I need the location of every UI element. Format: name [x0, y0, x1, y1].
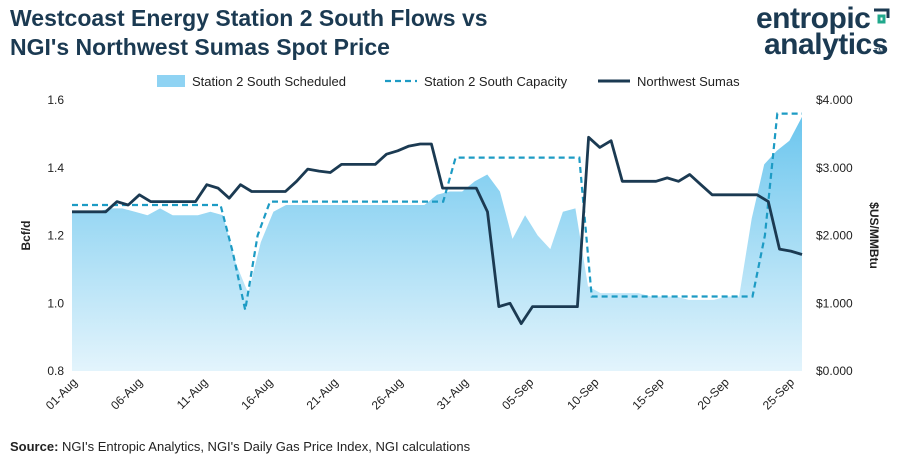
y-left-tick-label: 1.6	[47, 93, 64, 107]
legend: Station 2 South Scheduled Station 2 Sout…	[157, 74, 740, 89]
x-tick-label: 05-Sep	[499, 375, 536, 412]
source-note: Source: NGI's Entropic Analytics, NGI's …	[10, 439, 470, 454]
logo-trademark: TM	[874, 48, 885, 55]
logo-bracket-icon	[874, 8, 890, 24]
title-line-1: Westcoast Energy Station 2 South Flows v…	[10, 5, 488, 31]
series-area-station2-scheduled	[72, 116, 802, 372]
y-right-tick-label: $3.000	[816, 161, 853, 175]
x-tick-label: 10-Sep	[564, 375, 601, 412]
y-left-tick-label: 1.0	[47, 296, 64, 310]
legend-swatch-scheduled	[157, 75, 185, 87]
legend-label-sumas: Northwest Sumas	[637, 74, 740, 89]
series-line-station2-capacity	[72, 112, 802, 311]
x-tick-label: 26-Aug	[369, 375, 406, 412]
y-left-tick-label: 1.4	[47, 161, 64, 175]
x-tick-label: 01-Aug	[43, 375, 80, 412]
title-line-2: NGI's Northwest Sumas Spot Price	[10, 34, 390, 60]
series-line-northwest-sumas	[72, 135, 803, 325]
x-tick-label: 16-Aug	[238, 375, 275, 412]
x-tick-label: 20-Sep	[695, 375, 732, 412]
legend-label-capacity: Station 2 South Capacity	[424, 74, 568, 89]
source-text: NGI's Entropic Analytics, NGI's Daily Ga…	[58, 439, 471, 454]
y-right-tick-label: $2.000	[816, 229, 853, 243]
x-tick-label: 31-Aug	[434, 375, 471, 412]
y-right-tick-label: $4.000	[816, 93, 853, 107]
y-left-tick-label: 0.8	[47, 364, 64, 378]
entropic-analytics-logo: entropic analytics TM	[756, 2, 896, 62]
x-tick-label: 11-Aug	[174, 375, 211, 412]
x-tick-label: 15-Sep	[629, 375, 666, 412]
y-right-tick-label: $1.000	[816, 296, 853, 310]
logo-line-1: entropic	[756, 2, 871, 35]
y-right-tick-label: $0.000	[816, 364, 853, 378]
y-right-axis-title: $US/MMBtu	[867, 202, 881, 269]
x-tick-label: 06-Aug	[108, 375, 145, 412]
source-label: Source:	[10, 439, 59, 454]
chart-title: Westcoast Energy Station 2 South Flows v…	[10, 4, 488, 62]
x-tick-label: 21-Aug	[304, 375, 341, 412]
y-left-tick-label: 1.2	[47, 229, 64, 243]
logo-line-2: analytics	[764, 28, 888, 61]
y-left-axis-title: Bcf/d	[19, 221, 33, 251]
x-tick-label: 25-Sep	[760, 375, 797, 412]
legend-label-scheduled: Station 2 South Scheduled	[192, 74, 346, 89]
